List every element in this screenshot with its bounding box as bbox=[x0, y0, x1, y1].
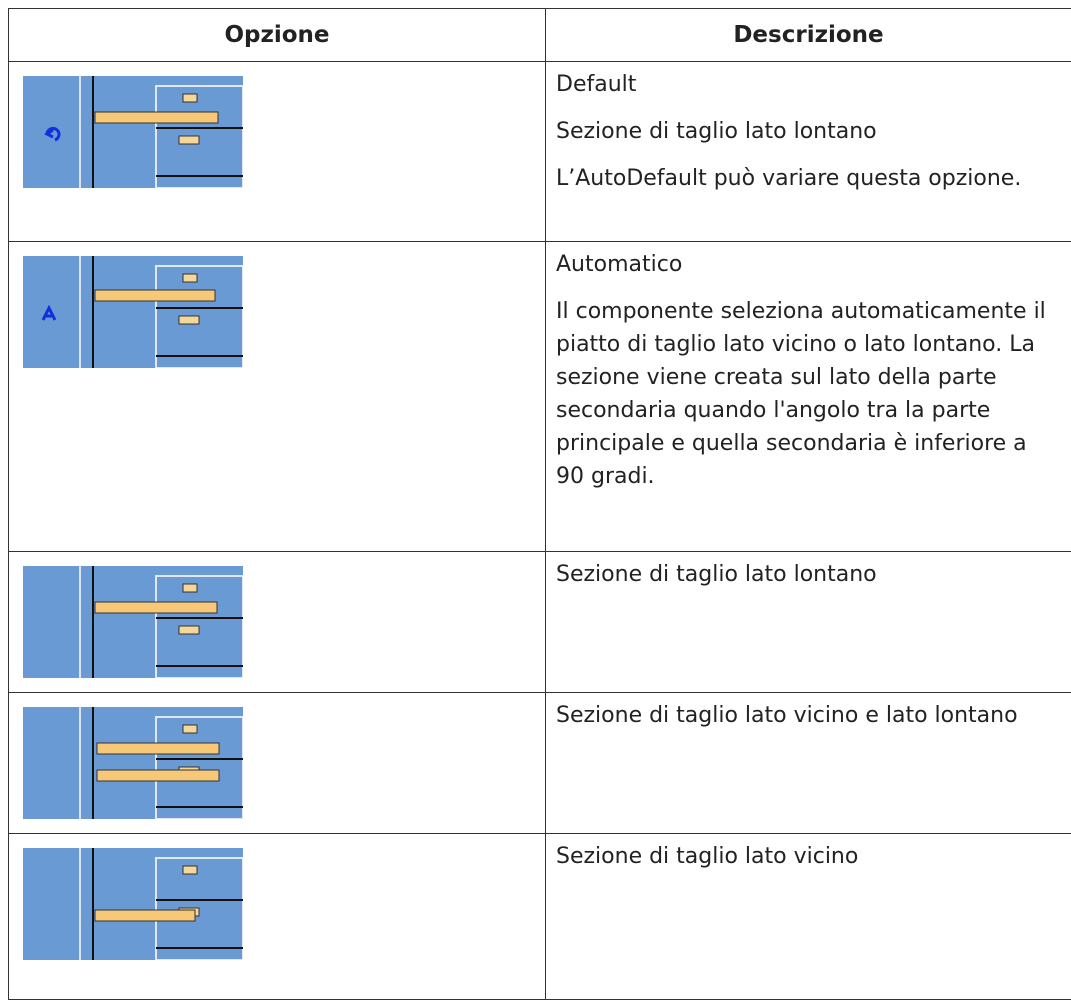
description-cell: Sezione di taglio lato vicino bbox=[546, 834, 1071, 1000]
row: Sezione di taglio lato lontano bbox=[9, 552, 1071, 693]
description: Default bbox=[556, 68, 1061, 101]
header-cell: Opzione bbox=[9, 9, 546, 62]
header-cell: Descrizione bbox=[546, 9, 1071, 62]
description-cell: Default Sezione di taglio lato lontano L… bbox=[546, 62, 1071, 242]
description: Automatico bbox=[556, 248, 1061, 281]
icon-cell bbox=[9, 834, 546, 1000]
description: L’AutoDefault può variare questa opzione… bbox=[556, 162, 1061, 195]
row: Automatico Il componente seleziona autom… bbox=[9, 242, 1071, 552]
description: Il componente seleziona automaticamente … bbox=[556, 295, 1061, 493]
row: Sezione di taglio lato vicino e lato lon… bbox=[9, 693, 1071, 834]
description: Sezione di taglio lato vicino e lato lon… bbox=[556, 699, 1061, 732]
options-table: Opzione Descrizione Default Sezione di t… bbox=[8, 8, 1071, 1000]
option-icon bbox=[23, 76, 243, 188]
icon-cell bbox=[9, 62, 546, 242]
description: Sezione di taglio lato lontano bbox=[556, 558, 1061, 591]
icon-cell bbox=[9, 552, 546, 693]
icon-cell bbox=[9, 242, 546, 552]
row: Sezione di taglio lato vicino bbox=[9, 834, 1071, 1000]
option-icon bbox=[23, 256, 243, 368]
description-cell: Sezione di taglio lato vicino e lato lon… bbox=[546, 693, 1071, 834]
description-cell: Sezione di taglio lato lontano bbox=[546, 552, 1071, 693]
description: Sezione di taglio lato vicino bbox=[556, 840, 1061, 873]
description-cell: Automatico Il componente seleziona autom… bbox=[546, 242, 1071, 552]
option-icon bbox=[23, 566, 243, 678]
option-icon bbox=[23, 707, 243, 819]
description: Sezione di taglio lato lontano bbox=[556, 115, 1061, 148]
icon-cell bbox=[9, 693, 546, 834]
option-icon bbox=[23, 848, 243, 960]
row: Default Sezione di taglio lato lontano L… bbox=[9, 62, 1071, 242]
header-row: Opzione Descrizione bbox=[9, 9, 1071, 62]
